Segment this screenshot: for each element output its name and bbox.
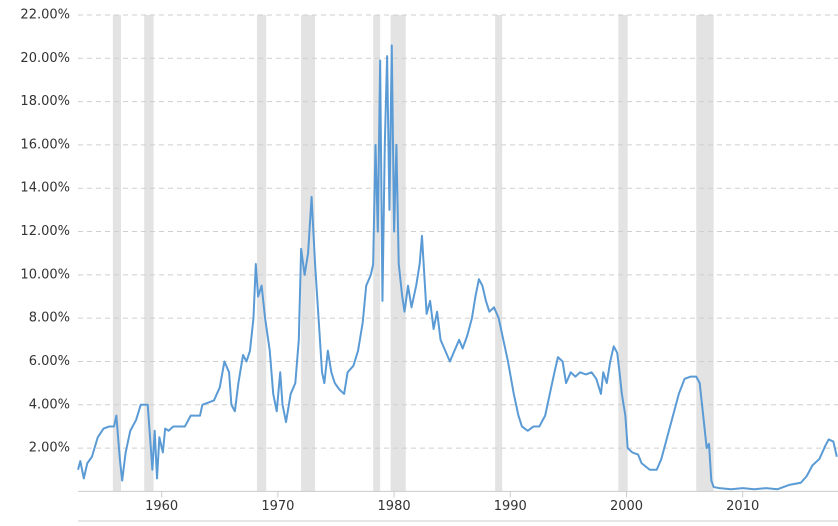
- recession-band: [112, 15, 121, 492]
- y-tick-label: 14.00%: [20, 181, 70, 196]
- x-tick-label: 1970: [261, 499, 294, 514]
- y-tick-label: 18.00%: [20, 94, 70, 109]
- y-tick-label: 4.00%: [29, 397, 70, 412]
- series-line: [77, 44, 838, 491]
- y-tick-label: 16.00%: [20, 137, 70, 152]
- recession-band: [618, 15, 628, 492]
- recession-band: [696, 15, 714, 492]
- x-tick-label: 1990: [494, 499, 527, 514]
- x-tick-label: 2010: [726, 499, 759, 514]
- y-tick-label: 8.00%: [29, 311, 70, 326]
- x-tick-label: 1980: [378, 499, 411, 514]
- y-tick-label: 6.00%: [29, 354, 70, 369]
- recession-band: [256, 15, 267, 492]
- y-tick-label: 2.00%: [29, 441, 70, 456]
- recession-band: [144, 15, 154, 492]
- recession-band: [373, 15, 381, 492]
- y-tick-label: 22.00%: [20, 8, 70, 23]
- x-tick-label: 1960: [145, 499, 178, 514]
- y-tick-label: 20.00%: [20, 51, 70, 66]
- recession-band: [495, 15, 503, 492]
- x-tick-label: 2000: [610, 499, 643, 514]
- y-tick-label: 12.00%: [20, 224, 70, 239]
- y-tick-label: 10.00%: [20, 267, 70, 282]
